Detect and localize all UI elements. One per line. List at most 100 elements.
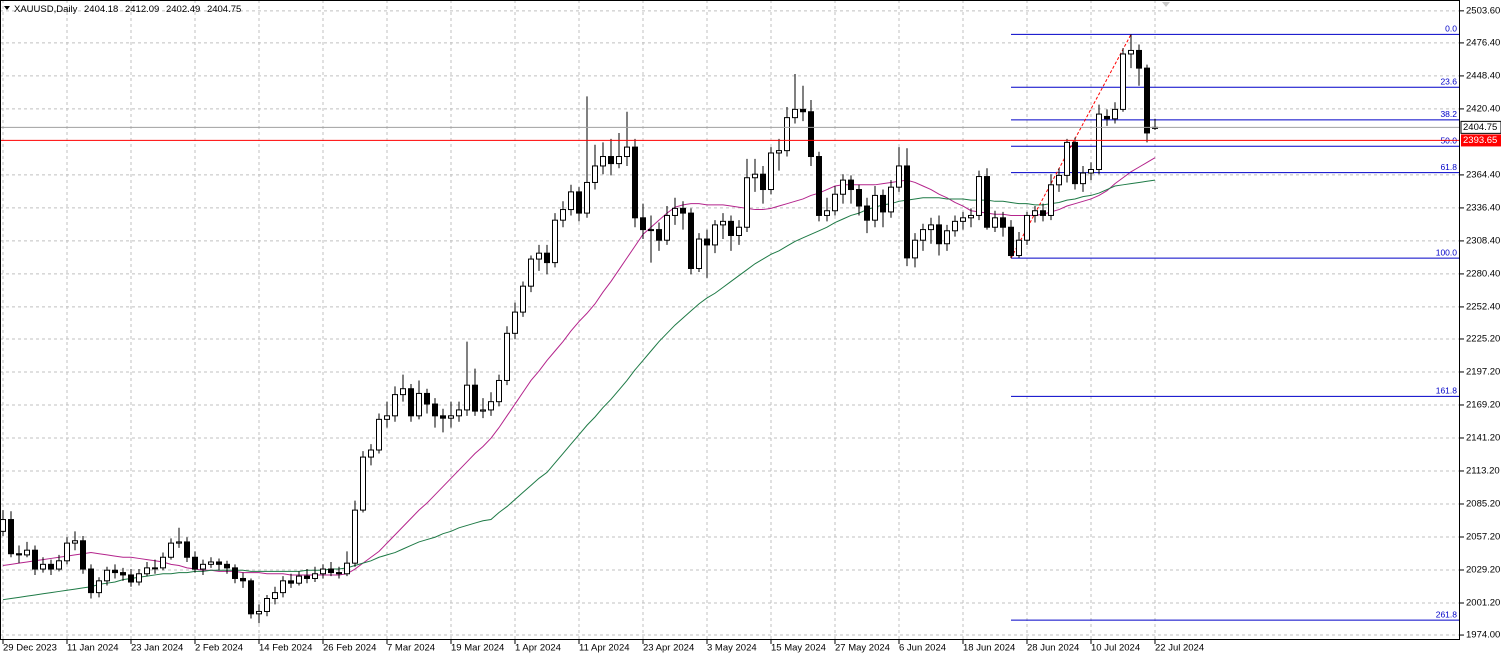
bid-label: 2404.75 — [1463, 122, 1497, 133]
candle-body — [576, 191, 582, 214]
candle-body — [1128, 49, 1134, 55]
fib-label: 23.6 — [1440, 76, 1457, 86]
candle-body — [296, 575, 302, 584]
candle-body — [504, 332, 510, 381]
candle-body — [624, 146, 630, 158]
low-value: 2402.49 — [166, 4, 200, 15]
candle-body — [536, 252, 542, 260]
candle-body — [600, 156, 606, 167]
candle-body — [72, 540, 78, 544]
candle-body — [1072, 141, 1078, 185]
candle-body — [48, 563, 54, 570]
candle-body — [584, 181, 590, 214]
candle-body — [200, 563, 206, 570]
candle-body — [672, 207, 678, 216]
candle-body — [808, 111, 814, 158]
x-tick-label: 11 Apr 2024 — [579, 643, 630, 654]
candle-body — [832, 193, 838, 212]
candle-body — [728, 220, 734, 236]
y-tick-label: 2476.40 — [1466, 37, 1500, 48]
high-value: 2412.09 — [125, 4, 159, 15]
x-tick-label: 29 Dec 2023 — [3, 643, 57, 654]
candle-body — [992, 217, 998, 228]
y-tick-label: 2057.20 — [1466, 532, 1500, 543]
candle-body — [648, 229, 654, 232]
candle-body — [432, 403, 438, 417]
candle-body — [944, 230, 950, 245]
candle-body — [1000, 217, 1006, 228]
candle-body — [1080, 172, 1086, 185]
candle-body — [744, 177, 750, 228]
candle-body — [544, 252, 550, 264]
candle-body — [232, 567, 238, 579]
candle-body — [912, 239, 918, 259]
candle-body — [272, 592, 278, 600]
candle-body — [192, 556, 198, 570]
candle-body — [440, 415, 446, 419]
candle-body — [1024, 214, 1030, 241]
candle-body — [792, 108, 798, 119]
x-tick-label: 11 Jan 2024 — [67, 643, 119, 654]
candle-body — [328, 568, 334, 574]
candle-body — [688, 212, 694, 269]
candle-body — [984, 176, 990, 228]
candle-body — [1032, 210, 1038, 216]
candle-body — [856, 189, 862, 207]
candle-body — [968, 214, 974, 219]
candle-body — [320, 568, 326, 575]
y-tick-label: 2225.20 — [1466, 333, 1500, 344]
bid-label-box — [1460, 120, 1501, 134]
candle-body — [1120, 53, 1126, 110]
candle-body — [704, 238, 710, 246]
x-tick-label: 27 May 2024 — [835, 643, 890, 654]
candle-body — [952, 220, 958, 232]
candle-body — [528, 258, 534, 287]
y-tick-label: 2001.20 — [1466, 598, 1500, 609]
x-tick-label: 6 Jun 2024 — [899, 643, 946, 654]
candle-body — [456, 409, 462, 417]
header-arrow — [4, 6, 10, 10]
candle-body — [1112, 108, 1118, 120]
x-tick-label: 3 May 2024 — [707, 643, 757, 654]
fib-label: 261.8 — [1436, 609, 1458, 619]
candle-body — [360, 456, 366, 511]
candle-body — [216, 561, 222, 565]
candle-body — [1144, 67, 1150, 134]
candle-body — [608, 156, 614, 165]
candle-body — [384, 415, 390, 420]
candle-body — [896, 165, 902, 188]
candle-body — [920, 229, 926, 241]
candle-body — [168, 542, 174, 558]
candle-body — [488, 401, 494, 411]
candle-body — [472, 384, 478, 412]
candle-body — [552, 219, 558, 264]
y-tick-label: 2364.40 — [1466, 169, 1500, 180]
candle-body — [1056, 174, 1062, 186]
candle-body — [0, 519, 6, 532]
x-tick-label: 10 Jul 2024 — [1091, 643, 1140, 654]
y-tick-label: 2336.40 — [1466, 202, 1500, 213]
plot-frame — [0, 0, 1460, 640]
candle-body — [680, 207, 686, 214]
candle-body — [720, 220, 726, 226]
candle-body — [816, 156, 822, 216]
candle-body — [464, 384, 470, 411]
candle-body — [664, 214, 670, 241]
candle-body — [520, 285, 526, 313]
price-label-box — [1461, 134, 1501, 147]
candle-body — [120, 572, 126, 576]
y-tick-label: 2308.40 — [1466, 235, 1500, 246]
candle-body — [848, 179, 854, 191]
y-tick-label: 1974.00 — [1466, 630, 1500, 641]
candle-body — [1136, 49, 1142, 69]
candle-body — [152, 567, 158, 570]
candle-body — [224, 563, 230, 569]
candle-body — [752, 173, 758, 179]
candle-body — [280, 580, 286, 594]
header: XAUUSD,Daily 2404.18 2412.09 2402.49 240… — [14, 4, 241, 15]
candle-body — [64, 542, 70, 562]
candle-body — [448, 415, 454, 419]
candle-body — [1088, 168, 1094, 174]
